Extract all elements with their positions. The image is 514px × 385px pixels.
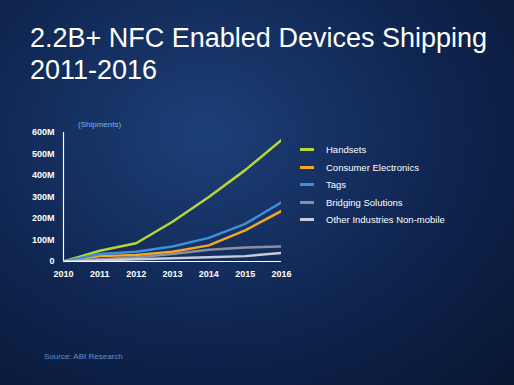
svg-text:2011: 2011 bbox=[90, 269, 110, 279]
html-text:Tags: Tags bbox=[326, 179, 347, 191]
svg-text:500M: 500M bbox=[32, 149, 55, 159]
svg-text:2012: 2012 bbox=[126, 269, 146, 279]
svg-text:0: 0 bbox=[49, 256, 54, 266]
svg-text:300M: 300M bbox=[32, 192, 55, 202]
svg-text:100M: 100M bbox=[32, 235, 55, 245]
html-text:Other Industries Non-mobile: Other Industries Non-mobile bbox=[326, 214, 445, 226]
html-text:Bridging Solutions: Bridging Solutions bbox=[326, 196, 403, 208]
svg-text:2016: 2016 bbox=[271, 269, 291, 279]
html-text:Handsets: Handsets bbox=[326, 144, 367, 156]
svg-text:400M: 400M bbox=[32, 170, 55, 180]
svg-text:2013: 2013 bbox=[162, 269, 182, 279]
html-text:Consumer Electronics: Consumer Electronics bbox=[326, 161, 419, 173]
html-text:2.2B+ NFC Enabled Devices Ship: 2.2B+ NFC Enabled Devices Shipping 2011-… bbox=[30, 23, 487, 85]
html-text:(Shipments): (Shipments) bbox=[78, 120, 122, 129]
svg-text:2015: 2015 bbox=[235, 269, 255, 279]
html-text:Source: ABI Research: Source: ABI Research bbox=[44, 352, 123, 361]
svg-text:2014: 2014 bbox=[199, 269, 219, 279]
svg-text:600M: 600M bbox=[32, 127, 55, 137]
svg-text:200M: 200M bbox=[32, 213, 55, 223]
svg-text:2010: 2010 bbox=[53, 269, 73, 279]
